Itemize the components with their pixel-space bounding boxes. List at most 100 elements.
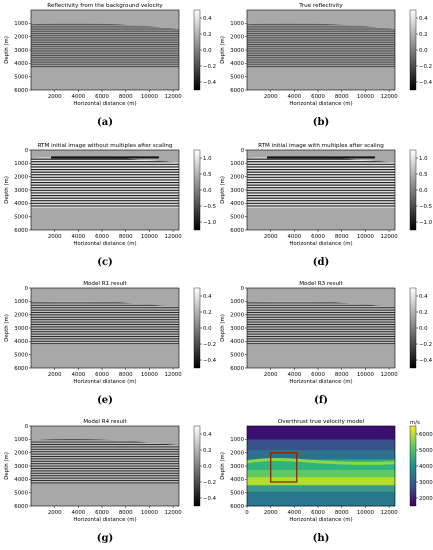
panels-root: Reflectivity from the background velocit… <box>4 3 433 544</box>
y-tick-label: 2000 <box>230 312 244 318</box>
y-tick-label: 0 <box>25 148 29 154</box>
colorbar-tick-label: 1.0 <box>203 156 212 162</box>
panel-h: Overthrust true velocity model 0 2000 4000 6… <box>220 419 433 544</box>
y-tick-label: 2000 <box>230 450 244 456</box>
x-tick-label: 8000 <box>335 510 349 516</box>
panel-title: RTM initial image with multiples after s… <box>258 143 384 149</box>
y-axis-label: Depth (m) <box>4 176 10 204</box>
colorbar-tick-label: 0.2 <box>203 32 212 38</box>
colorbar-tick-label: −0.2 <box>203 342 216 348</box>
x-tick-label: 8000 <box>335 234 349 240</box>
y-tick-label: 4000 <box>230 61 244 67</box>
x-tick-label: 4000 <box>72 372 86 378</box>
x-tick-label: 12000 <box>165 94 183 100</box>
velocity-layer <box>247 470 395 478</box>
reflector-band <box>31 301 179 346</box>
y-tick-label: 0 <box>25 286 29 292</box>
reflector-band <box>247 23 395 68</box>
y-tick-label: 0 <box>241 286 245 292</box>
x-tick-label: 6000 <box>95 372 109 378</box>
velocity-layer <box>247 426 395 440</box>
panel-caption: (d) <box>313 257 329 268</box>
x-axis-label: Horizontal distance (m) <box>289 379 352 385</box>
colorbar <box>409 287 417 369</box>
panel-title: True reflectivity <box>298 3 343 9</box>
x-tick-label: 6000 <box>311 94 325 100</box>
colorbar-label: m/s <box>410 420 420 426</box>
x-tick-label: 4000 <box>288 510 302 516</box>
x-tick-label: 10000 <box>141 372 159 378</box>
colorbar-tick-label: 4000 <box>419 464 433 470</box>
y-tick-label: 6000 <box>14 88 28 94</box>
colorbar-tick-label: 0.4 <box>203 432 212 438</box>
colorbar-tick-label: 0.0 <box>419 326 428 332</box>
shallow-reflector <box>51 156 159 159</box>
x-tick-label: 12000 <box>381 372 399 378</box>
colorbar-tick-label: −0.2 <box>203 480 216 486</box>
colorbar <box>193 287 201 369</box>
x-tick-label: 8000 <box>119 372 133 378</box>
y-tick-label: 3000 <box>14 48 28 54</box>
colorbar-tick-label: 1.0 <box>419 156 428 162</box>
panel-caption: (h) <box>313 533 330 544</box>
x-tick-label: 2000 <box>48 234 62 240</box>
y-tick-label: 1000 <box>14 299 28 305</box>
y-tick-label: 1000 <box>14 437 28 443</box>
y-axis-label: Depth (m) <box>220 36 226 64</box>
colorbar <box>193 9 201 91</box>
x-tick-label: 12000 <box>381 234 399 240</box>
colorbar-tick-label: −0.4 <box>203 358 217 364</box>
panel-b: True reflectivity 2000 4000 6000 8000 10000 12… <box>220 3 433 128</box>
colorbar-tick-label: −0.5 <box>203 204 216 210</box>
x-tick-label: 2000 <box>48 94 62 100</box>
y-tick-label: 4000 <box>14 61 28 67</box>
x-axis-label: Horizontal distance (m) <box>73 241 136 247</box>
x-tick-label: 10000 <box>357 234 375 240</box>
y-tick-label: 2000 <box>14 34 28 40</box>
panel-caption: (c) <box>97 257 113 268</box>
y-tick-label: 5000 <box>14 74 28 80</box>
x-tick-label: 6000 <box>311 372 325 378</box>
x-tick-label: 2000 <box>48 510 62 516</box>
y-tick-label: 1000 <box>230 161 244 167</box>
panel-image <box>31 150 179 230</box>
panel-d: RTM initial image with multiples after s… <box>220 143 433 268</box>
reflector-band <box>247 156 395 208</box>
colorbar <box>193 425 201 507</box>
panel-caption: (b) <box>313 117 329 128</box>
x-tick-label: 12000 <box>165 234 183 240</box>
y-tick-label: 6000 <box>14 228 28 234</box>
y-tick-label: 3000 <box>230 464 244 470</box>
colorbar-tick-label: 0.2 <box>203 310 212 316</box>
colorbar-tick-label: −0.2 <box>419 342 432 348</box>
y-tick-label: 3000 <box>230 188 244 194</box>
panel-image <box>31 10 179 90</box>
y-tick-label: 4000 <box>230 201 244 207</box>
x-tick-label: 10000 <box>141 234 159 240</box>
colorbar-tick-label: 0.4 <box>203 294 212 300</box>
panel-image <box>247 10 395 90</box>
panel-caption: (e) <box>97 395 113 406</box>
y-tick-label: 1000 <box>230 21 244 27</box>
y-tick-label: 2000 <box>14 450 28 456</box>
y-tick-label: 3000 <box>230 326 244 332</box>
y-axis-label: Depth (m) <box>220 452 226 480</box>
colorbar-tick-label: 0.0 <box>419 188 428 194</box>
colorbar-tick-label: 6000 <box>419 432 433 438</box>
panel-caption: (g) <box>97 533 113 544</box>
y-tick-label: 1000 <box>14 21 28 27</box>
reflector-band <box>31 439 179 484</box>
colorbar-tick-label: −1.0 <box>203 220 217 226</box>
panel-title: RTM initial image without multiples afte… <box>38 143 173 149</box>
panel-image <box>246 426 396 507</box>
panel-title: Reflectivity from the background velocit… <box>47 3 163 9</box>
y-tick-label: 6000 <box>230 504 244 510</box>
velocity-layer <box>247 491 395 507</box>
y-tick-label: 5000 <box>14 352 28 358</box>
y-tick-label: 2000 <box>230 34 244 40</box>
x-tick-label: 0 <box>245 510 249 516</box>
x-tick-label: 4000 <box>72 94 86 100</box>
colorbar-tick-label: −0.4 <box>203 496 217 502</box>
